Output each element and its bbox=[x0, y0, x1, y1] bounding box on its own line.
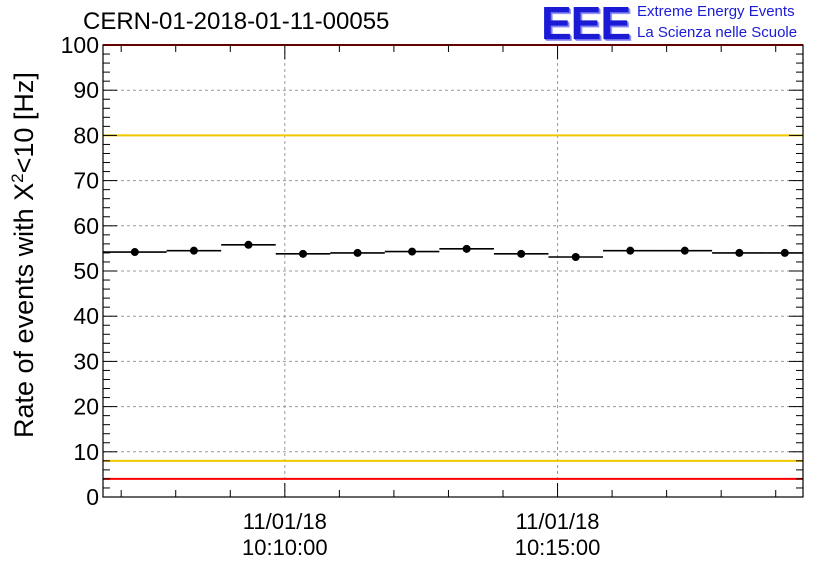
logo-line-2: La Scienza nelle Scuole bbox=[637, 24, 798, 41]
data-point bbox=[299, 249, 307, 258]
y-axis-label: Rate of events with X2<10 [Hz] bbox=[8, 72, 40, 438]
x-tick-label: 11/01/18 10:10:00 bbox=[205, 509, 365, 561]
logo-line-1: Extreme Energy Events bbox=[637, 3, 795, 20]
y-axis-label-sup: 2 bbox=[8, 173, 27, 183]
data-point bbox=[353, 248, 362, 257]
y-tick-label: 20 bbox=[73, 394, 99, 420]
data-point bbox=[408, 247, 417, 256]
data-points bbox=[103, 240, 803, 261]
reference-lines bbox=[103, 44, 803, 480]
y-tick-label: 0 bbox=[86, 484, 99, 510]
x-tick-date: 11/01/18 bbox=[515, 509, 600, 534]
y-tick-label: 70 bbox=[73, 168, 99, 194]
data-point bbox=[244, 240, 253, 249]
y-tick-label: 90 bbox=[73, 77, 99, 103]
eee-logo: EEE bbox=[541, 0, 631, 49]
data-point bbox=[735, 248, 744, 257]
x-tick-label: 11/01/18 10:15:00 bbox=[478, 509, 638, 561]
data-point bbox=[571, 252, 580, 261]
data-point bbox=[189, 246, 198, 255]
y-tick-labels: 0 10 20 30 40 50 60 70 80 90 100 bbox=[61, 32, 99, 510]
y-tick-label: 50 bbox=[73, 258, 99, 284]
y-tick-label: 80 bbox=[73, 122, 99, 148]
y-tick-label: 40 bbox=[73, 303, 99, 329]
y-tick-label: 60 bbox=[73, 213, 99, 239]
data-point bbox=[680, 246, 689, 255]
y-tick-label: 10 bbox=[73, 439, 99, 465]
data-point bbox=[517, 249, 526, 258]
data-point bbox=[130, 248, 139, 257]
data-point bbox=[780, 248, 789, 257]
data-point bbox=[462, 244, 471, 253]
x-tick-time: 10:15:00 bbox=[514, 535, 601, 560]
y-axis-label-suffix: <10 [Hz] bbox=[9, 72, 39, 174]
y-axis-label-prefix: Rate of events with X bbox=[9, 182, 39, 438]
x-tick-date: 11/01/18 bbox=[242, 509, 327, 534]
chart-title: CERN-01-2018-01-11-00055 bbox=[83, 8, 390, 35]
plot-frame bbox=[102, 44, 804, 498]
y-tick-label: 100 bbox=[61, 32, 99, 58]
grid-layer bbox=[103, 45, 803, 497]
data-point bbox=[626, 246, 635, 255]
x-tick-time: 10:10:00 bbox=[241, 535, 328, 560]
y-tick-label: 30 bbox=[73, 348, 99, 374]
